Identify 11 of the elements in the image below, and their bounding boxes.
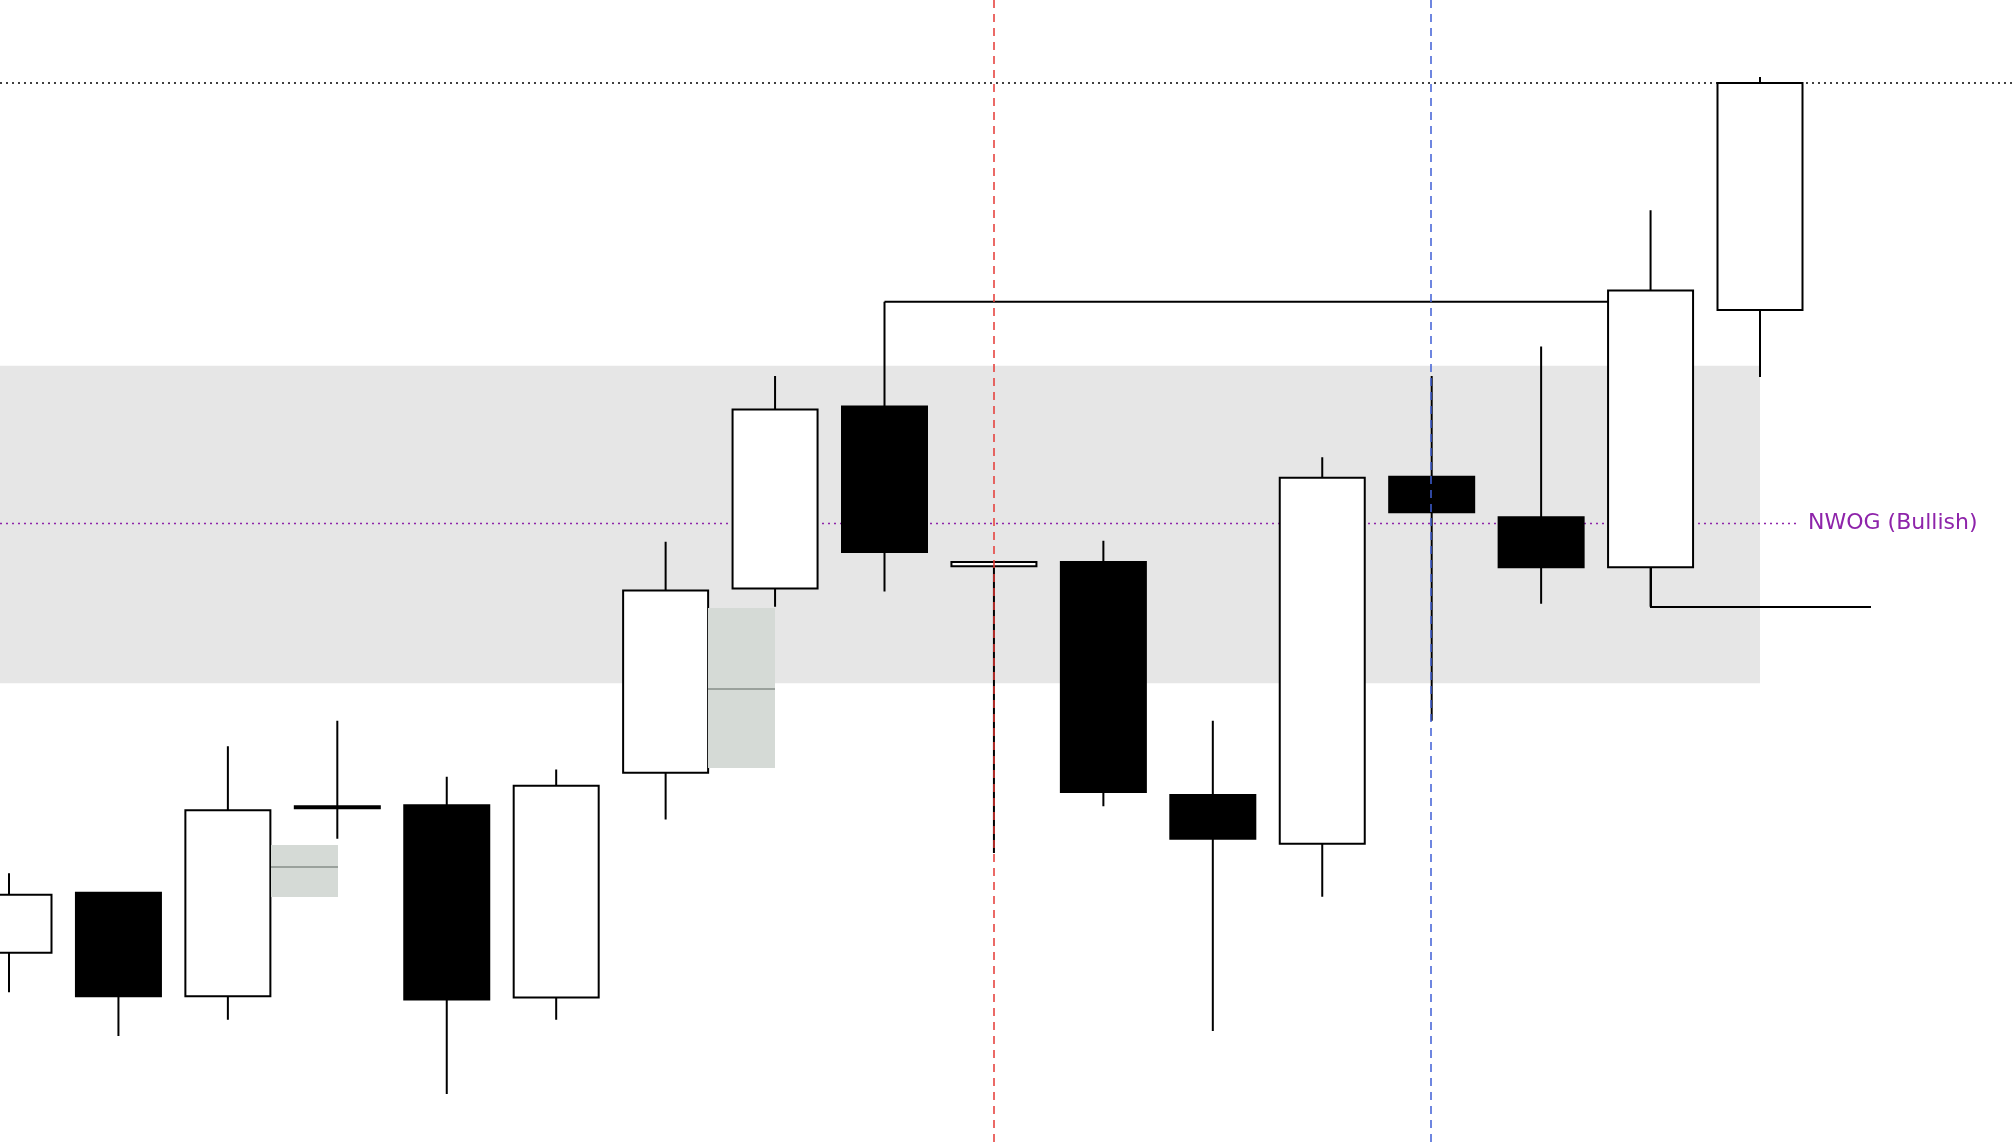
- candlestick: [1278, 456, 1366, 898]
- candlestick: [184, 745, 272, 1021]
- candlestick: [622, 540, 710, 821]
- candlestick: [512, 768, 600, 1021]
- candlestick: [74, 891, 162, 1038]
- candlestick: [1497, 345, 1585, 605]
- candlestick: [1169, 719, 1257, 1032]
- candlestick: [731, 375, 819, 608]
- candlestick: [403, 775, 491, 1095]
- ref-line-label: NWOG (Bullish): [1808, 509, 1978, 535]
- candlestick: [1059, 539, 1147, 808]
